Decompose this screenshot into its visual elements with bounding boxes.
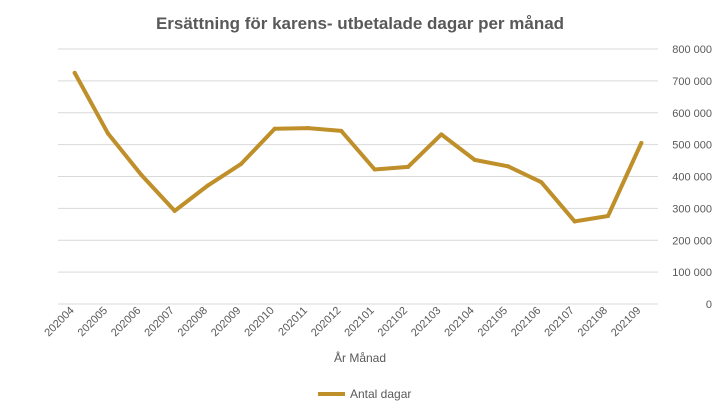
data-point (506, 164, 510, 169)
data-point (72, 70, 77, 75)
data-point (106, 131, 110, 136)
y-tick-label: 400 000 (672, 172, 712, 184)
y-tick-label: 500 000 (672, 140, 712, 152)
y-tick-label: 600 000 (672, 108, 712, 120)
y-axis-ticks: 0 100 000 200 000 300 000 400 000 500 000 600 … (672, 44, 712, 311)
data-point (639, 141, 644, 146)
legend-label-antal-dagar: Antal dagar (350, 387, 411, 401)
data-point (406, 164, 410, 169)
data-point (272, 126, 277, 131)
data-point (206, 183, 210, 188)
data-point (372, 167, 377, 172)
y-tick-label: 0 (706, 299, 712, 311)
y-tick-label: 800 000 (672, 44, 712, 56)
data-point (539, 180, 544, 185)
y-tick-label: 700 000 (672, 76, 712, 88)
y-tick-label: 300 000 (672, 203, 712, 215)
data-point (139, 172, 144, 177)
data-point (606, 214, 610, 219)
y-tick-label: 100 000 (672, 267, 712, 279)
gridlines (58, 48, 658, 305)
data-point (306, 126, 310, 131)
series-line-antal-dagar (72, 70, 644, 224)
series-group (72, 70, 644, 224)
chart-title: Ersättning för karens- utbetalade dagar … (156, 14, 564, 33)
data-point (239, 161, 244, 166)
y-tick-label: 200 000 (672, 235, 712, 247)
legend: Antal dagar (318, 387, 411, 401)
x-axis-label: År Månad (334, 350, 386, 365)
data-point (472, 157, 477, 162)
data-point (439, 132, 444, 137)
data-point (572, 219, 577, 224)
data-point (339, 128, 344, 133)
data-point (172, 208, 177, 213)
